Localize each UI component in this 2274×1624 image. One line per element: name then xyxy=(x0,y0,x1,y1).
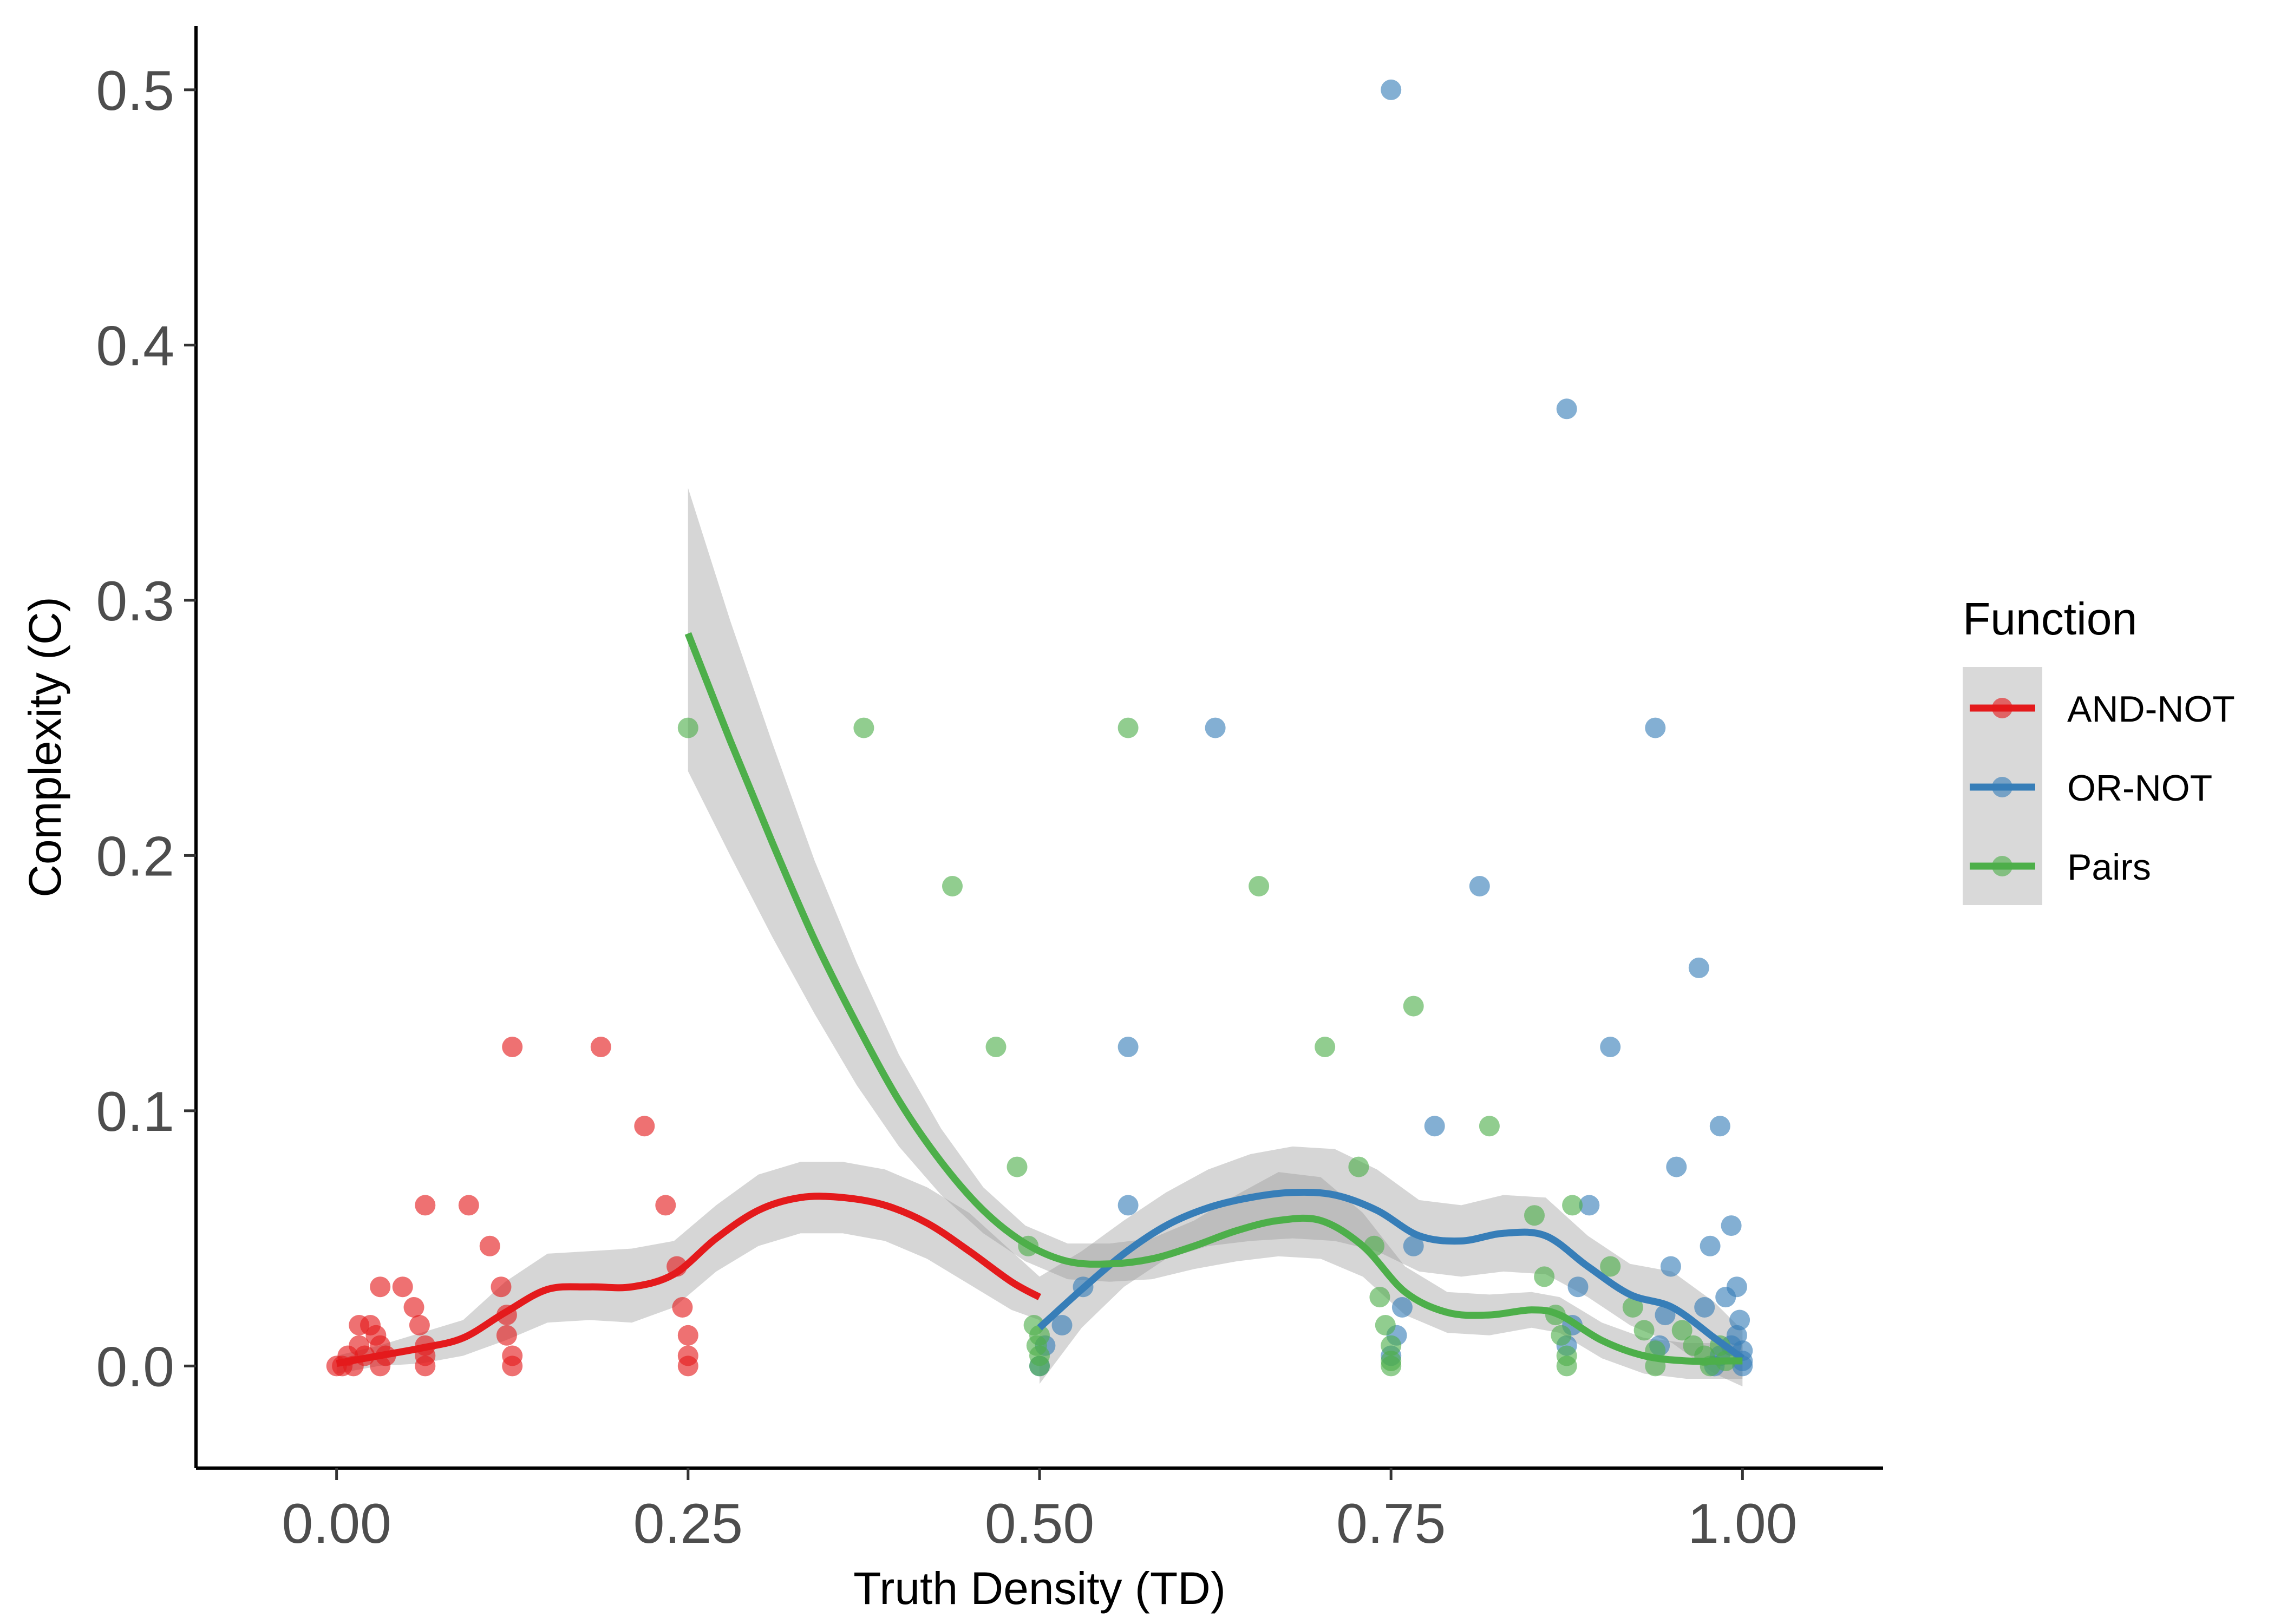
or-not-point xyxy=(1721,1215,1742,1236)
or-not-point xyxy=(1118,1037,1139,1057)
pairs-point xyxy=(1556,1355,1577,1377)
y-tick-label: 0.4 xyxy=(96,315,174,377)
pairs-point xyxy=(1381,1335,1402,1356)
x-tick-label: 0.75 xyxy=(1336,1492,1446,1555)
and-not-point xyxy=(677,1355,698,1377)
pairs-point xyxy=(985,1037,1007,1057)
or-not-legend-point xyxy=(1992,777,2012,797)
pairs-point xyxy=(1381,1355,1402,1377)
pairs-point xyxy=(1029,1325,1050,1346)
and-not-point xyxy=(392,1276,413,1298)
or-not-point xyxy=(1391,1297,1413,1318)
pairs-point xyxy=(1671,1320,1693,1341)
and-not-point xyxy=(677,1325,698,1346)
or-not-point xyxy=(1205,717,1226,738)
pairs-point xyxy=(1249,876,1270,896)
pairs-point xyxy=(1029,1355,1050,1377)
smooth-curves xyxy=(336,632,1745,1367)
x-tick-label: 0.00 xyxy=(282,1492,391,1555)
x-tick-label: 0.25 xyxy=(633,1492,743,1555)
pairs-point xyxy=(1622,1297,1643,1318)
or-not-point xyxy=(1729,1309,1750,1331)
y-tick-label: 0.3 xyxy=(96,570,174,633)
and-not-point xyxy=(672,1297,693,1318)
pairs-point xyxy=(1534,1266,1555,1287)
pairs-point xyxy=(1524,1205,1545,1226)
pairs-legend-label: Pairs xyxy=(2067,847,2151,888)
or-not-point xyxy=(1556,398,1577,420)
legend-title: Function xyxy=(1963,593,2137,644)
pairs-point xyxy=(1348,1156,1369,1177)
pairs-legend-point xyxy=(1992,856,2012,876)
and-not-point xyxy=(502,1355,523,1377)
or-not-point xyxy=(1700,1235,1721,1256)
pairs-point xyxy=(853,717,874,738)
and-not-point xyxy=(590,1037,611,1057)
pairs-point xyxy=(1007,1156,1028,1177)
or-not-point xyxy=(1051,1315,1073,1335)
y-tick-label: 0.2 xyxy=(96,825,174,888)
and-not-point xyxy=(491,1276,512,1298)
or-not-point xyxy=(1726,1276,1747,1298)
pairs-point xyxy=(1375,1315,1396,1335)
and-not-legend-label: AND-NOT xyxy=(2067,689,2235,730)
and-not-point xyxy=(409,1315,430,1335)
x-axis-title: Truth Density (TD) xyxy=(853,1563,1226,1614)
and-not-legend-point xyxy=(1992,698,2012,718)
pairs-confidence-band xyxy=(688,488,1743,1379)
and-not-smooth-line xyxy=(336,1193,1042,1367)
or-not-point xyxy=(1694,1297,1715,1318)
or-not-point xyxy=(1688,957,1709,978)
data-points xyxy=(326,79,1753,1377)
or-not-point xyxy=(1645,717,1666,738)
or-not-point xyxy=(1660,1256,1681,1277)
pairs-smooth-line xyxy=(684,632,1743,1365)
y-tick-label: 0.5 xyxy=(96,60,174,122)
or-not-point xyxy=(1469,876,1490,896)
or-not-point xyxy=(1424,1116,1445,1137)
pairs-point xyxy=(677,717,698,738)
y-tick-label: 0.1 xyxy=(96,1081,174,1143)
x-tick-label: 0.50 xyxy=(985,1492,1094,1555)
and-not-point xyxy=(502,1037,523,1057)
and-not-point xyxy=(496,1325,517,1346)
or-not-point xyxy=(1709,1116,1730,1137)
or-not-point xyxy=(1579,1195,1600,1216)
pairs-point xyxy=(1551,1325,1572,1346)
pairs-point xyxy=(1600,1256,1621,1277)
and-not-point xyxy=(370,1276,391,1298)
and-not-point xyxy=(655,1195,676,1216)
or-not-point xyxy=(1567,1276,1589,1298)
pairs-point xyxy=(1479,1116,1500,1137)
y-tick-label: 0.0 xyxy=(96,1335,174,1398)
pairs-point xyxy=(1118,717,1139,738)
or-not-point xyxy=(1403,1235,1424,1256)
pairs-point xyxy=(1562,1195,1583,1216)
and-not-point xyxy=(479,1235,500,1256)
or-not-point xyxy=(1666,1156,1687,1177)
or-not-point xyxy=(1600,1037,1621,1057)
or-not-point xyxy=(1118,1195,1139,1216)
x-tick-label: 1.00 xyxy=(1688,1492,1797,1555)
pairs-point xyxy=(1315,1037,1336,1057)
and-not-point xyxy=(415,1195,436,1216)
or-not-legend-label: OR-NOT xyxy=(2067,768,2212,809)
and-not-point xyxy=(403,1297,424,1318)
and-not-point xyxy=(415,1355,436,1377)
pairs-point xyxy=(942,876,963,896)
y-axis-title: Complexity (C) xyxy=(19,597,70,897)
or-not-smooth-line xyxy=(1037,1188,1745,1361)
pairs-point xyxy=(1403,996,1424,1017)
legend: Function AND-NOT OR-NOT Pairs xyxy=(1963,593,2235,905)
and-not-point xyxy=(634,1116,655,1137)
tick-marks: 0.00 0.25 0.50 0.75 1.00 0.0 0.1 0.2 0.3 0.4 0.5 xyxy=(96,60,1797,1555)
or-not-point xyxy=(1381,79,1402,100)
pairs-point xyxy=(1369,1287,1390,1308)
pairs-point xyxy=(1633,1320,1655,1341)
and-not-point xyxy=(458,1195,479,1216)
